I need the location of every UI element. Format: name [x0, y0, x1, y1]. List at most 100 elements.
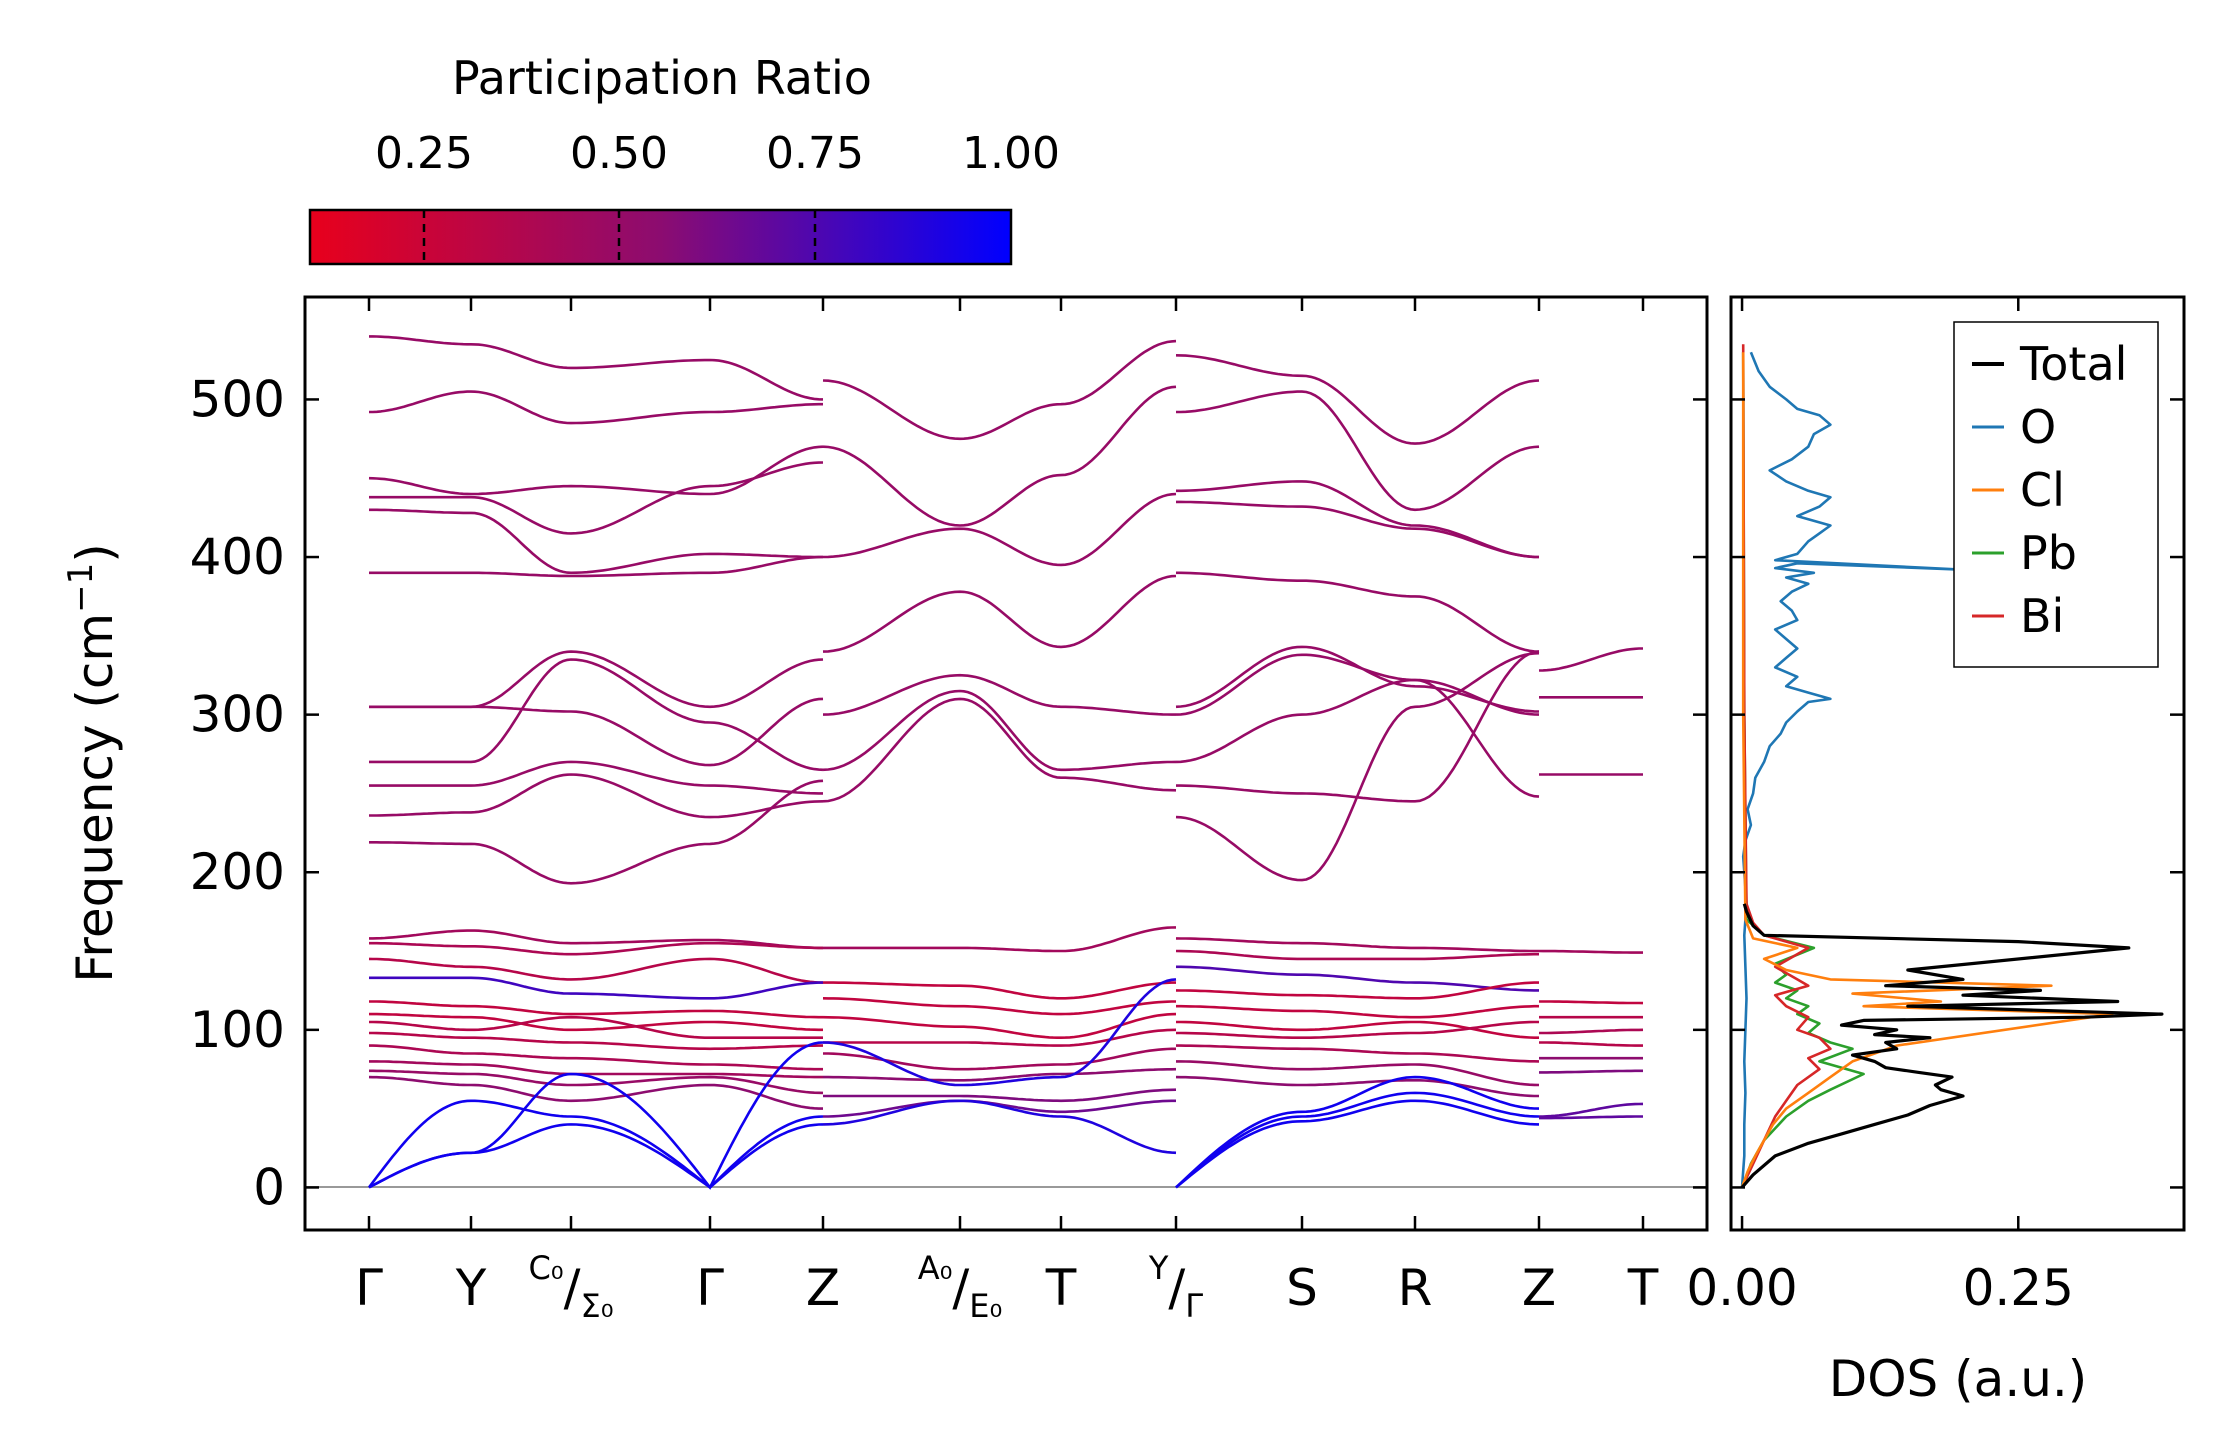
band-line: [1175, 981, 1539, 1000]
dos-panel: 0.00 0.25 DOS (a.u.) Total O Cl Pb Bi: [1686, 295, 2186, 1408]
band-line: [369, 1012, 823, 1032]
band-x-ticks: Γ Y C₀/Σ₀ Γ Z A₀/E₀ T Y/Γ S R Z T: [355, 297, 1659, 1325]
band-line: [368, 445, 824, 496]
band-line: [1539, 1069, 1643, 1074]
legend-label-pb: Pb: [2020, 526, 2077, 580]
band-line: [1175, 949, 1539, 961]
colorbar-gradient: [308, 208, 1013, 266]
x-tick-label-lower: Σ₀: [580, 1287, 613, 1325]
band-line: [1175, 678, 1540, 764]
band-line: [369, 650, 824, 709]
dos-x-axis-label: DOS (a.u.): [1829, 1350, 2088, 1408]
dos-y-ticks: [1731, 398, 2184, 1189]
x-tick-label: Y: [455, 1259, 487, 1317]
band-line: [369, 1044, 823, 1071]
band-line: [1175, 1091, 1540, 1189]
band-line: [369, 697, 824, 767]
y-tick-label: 300: [190, 686, 285, 744]
x-tick-label-upper: Y: [1148, 1249, 1169, 1287]
band-line: [1176, 480, 1540, 559]
y-axis-label: Frequency (cm−1): [61, 543, 124, 983]
band-line: [369, 773, 824, 819]
band-line: [822, 385, 1177, 527]
band-line: [1539, 1028, 1644, 1035]
x-tick-label-split: C₀/Σ₀: [528, 1249, 613, 1325]
band-line: [822, 1012, 1177, 1039]
legend-label-total: Total: [2019, 337, 2127, 391]
y-axis-label-main: Frequency (cm: [66, 613, 124, 983]
band-line: [823, 981, 1176, 1000]
y-axis-label-sup: −1: [61, 563, 101, 613]
legend-frame: [1953, 321, 2159, 668]
colorbar-tick-label: 1.00: [962, 128, 1060, 179]
band-line: [369, 941, 823, 956]
band-line: [1176, 1044, 1540, 1063]
band-line: [369, 1069, 824, 1095]
x-tick-label-slash: /: [1168, 1259, 1185, 1317]
band-line: [368, 1123, 824, 1190]
band-line: [1175, 937, 1539, 953]
band-line: [822, 978, 1177, 1087]
band-line: [368, 1075, 823, 1110]
x-tick-label: Z: [806, 1259, 840, 1317]
band-line: [1176, 390, 1540, 512]
band-line: [1539, 1102, 1644, 1118]
band-line: [369, 658, 824, 772]
band-line: [369, 1060, 823, 1079]
band-line: [1538, 647, 1643, 672]
band-line: [823, 1067, 1177, 1082]
legend-label-o: O: [2020, 400, 2056, 454]
band-line: [1175, 1099, 1540, 1189]
colorbar-tick-label: 0.25: [375, 128, 473, 179]
band-line: [822, 339, 1177, 441]
band-line: [367, 1099, 824, 1190]
band-line: [822, 574, 1177, 653]
band-line: [1176, 1060, 1540, 1087]
band-line: [1176, 571, 1540, 653]
x-tick-label-slash: /: [564, 1259, 581, 1317]
dos-line-cl: [1740, 352, 2114, 1188]
band-line: [368, 957, 824, 984]
colorbar-label: Participation Ratio: [452, 51, 872, 105]
dos-lines: [1740, 344, 2164, 1189]
band-line: [369, 508, 823, 575]
x-tick-label: S: [1286, 1259, 1318, 1317]
band-line: [822, 697, 1177, 803]
band-line: [369, 760, 823, 795]
x-tick-label: R: [1398, 1259, 1433, 1317]
band-line: [822, 492, 1177, 567]
band-line: [1539, 1115, 1643, 1120]
band-line: [1538, 949, 1643, 954]
band-line: [1175, 653, 1540, 798]
band-line: [369, 555, 824, 578]
band-line: [823, 1099, 1176, 1118]
x-tick-label-slash: /: [952, 1259, 969, 1317]
dos-x-ticks: 0.00 0.25: [1686, 297, 2074, 1317]
y-tick-label: 400: [190, 528, 285, 586]
band-line: [823, 1088, 1177, 1103]
dos-x-tick-label: 0.25: [1963, 1259, 2074, 1317]
x-tick-label: Γ: [696, 1259, 724, 1317]
dos-line-bi: [1740, 344, 1832, 1188]
x-tick-label: T: [1045, 1259, 1077, 1317]
band-line: [1539, 1000, 1644, 1005]
band-line: [1175, 354, 1540, 445]
band-line: [1176, 650, 1540, 803]
legend: Total O Cl Pb Bi: [1953, 321, 2159, 668]
y-axis-label-close: ): [66, 543, 124, 563]
x-tick-label: T: [1627, 1259, 1659, 1317]
band-line: [369, 779, 824, 885]
y-tick-label: 200: [190, 843, 285, 901]
band-line: [1175, 651, 1540, 882]
x-tick-label-lower: E₀: [969, 1287, 1002, 1325]
y-tick-label: 0: [253, 1158, 285, 1216]
band-line: [822, 689, 1177, 772]
colorbar: Participation Ratio 0.25 0.50 0.75 1.00: [308, 51, 1060, 266]
band-line: [369, 1031, 823, 1051]
band-line: [823, 1028, 1177, 1047]
x-tick-label: Γ: [355, 1259, 383, 1317]
band-y-ticks: 0 100 200 300 400 500: [190, 370, 1707, 1216]
colorbar-tick-label: 0.75: [766, 128, 864, 179]
band-line: [1176, 500, 1540, 559]
